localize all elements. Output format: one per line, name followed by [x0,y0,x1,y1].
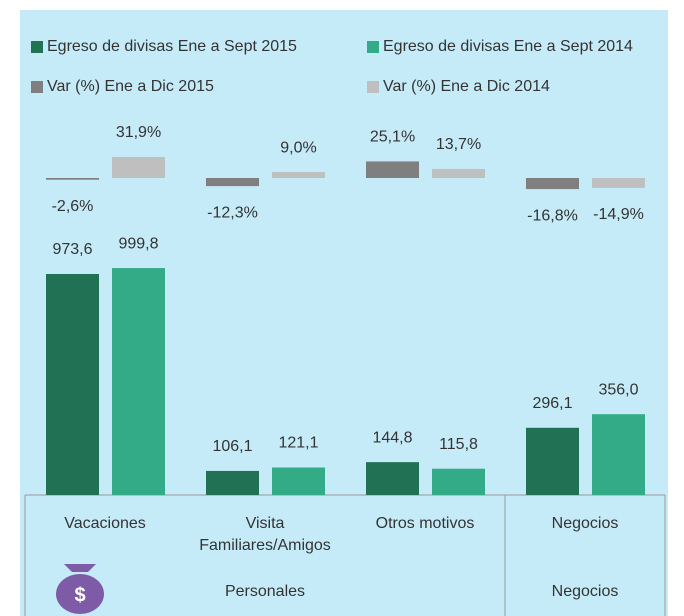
x-tick-label: Vacaciones [64,515,146,532]
legend-label: Egreso de divisas Ene a Sept 2015 [47,38,297,55]
data-label: 973,6 [52,241,92,258]
legend-swatch [367,41,379,53]
bar [112,268,165,495]
data-label: 106,1 [212,438,252,455]
var-bar [592,178,645,188]
bar [592,414,645,495]
bar [46,273,99,495]
var-bar [112,156,165,178]
data-label: -16,8% [527,207,578,224]
data-label: 31,9% [116,124,161,141]
data-label: 356,0 [598,381,638,398]
var-bar [272,172,325,178]
bar [526,427,579,495]
bar [432,468,485,495]
data-label: 9,0% [280,139,316,156]
bar [366,462,419,495]
data-label: 121,1 [278,435,318,452]
x-tick-label: Otros motivos [375,515,475,532]
group-label: Negocios [552,583,619,600]
legend-label: Egreso de divisas Ene a Sept 2014 [383,38,633,55]
data-label: 144,8 [372,429,412,446]
data-label: -12,3% [207,204,258,221]
bar [272,467,325,495]
data-label: -2,6% [52,198,94,215]
bar [206,470,259,495]
legend-swatch [31,41,43,53]
legend-label: Var (%) Ene a Dic 2015 [47,78,214,95]
x-tick-label: Negocios [551,515,619,532]
x-tick-label: Visita Familiares/Amigos [199,515,331,554]
var-bar [46,178,99,180]
legend-swatch [367,81,379,93]
data-label: 999,8 [118,235,158,252]
legend-label: Var (%) Ene a Dic 2014 [383,78,550,95]
icon-symbol: $ [74,584,85,606]
legend-swatch [31,81,43,93]
data-label: 115,8 [439,436,478,453]
money-icon: $ [56,564,104,614]
data-label: 13,7% [436,136,481,153]
data-label: 296,1 [532,395,572,412]
var-bar [432,168,485,178]
var-bar [526,178,579,190]
data-label: 25,1% [370,129,415,146]
data-label: -14,9% [593,206,644,223]
group-label: Personales [225,583,305,600]
var-bar [366,161,419,178]
var-bar [206,178,259,187]
